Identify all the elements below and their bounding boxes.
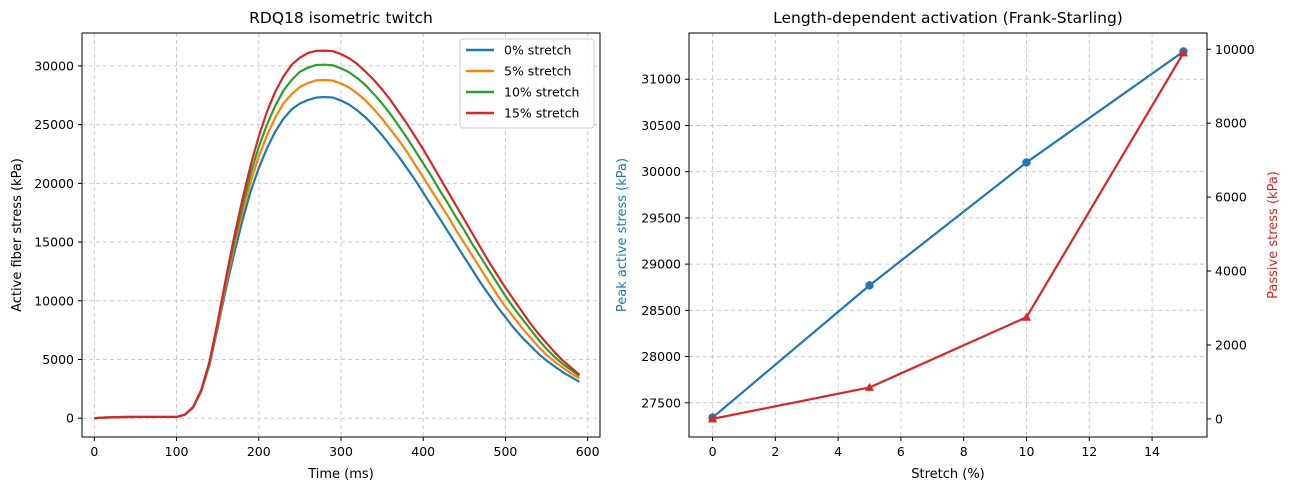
x-axis-label: Time (ms) [307, 467, 374, 482]
legend-label: 0% stretch [504, 43, 571, 58]
x-axis-label: Stretch (%) [911, 467, 985, 482]
x-tick-label: 12 [1081, 444, 1097, 459]
y-axis-label: Active fiber stress (kPa) [10, 158, 25, 312]
right-y-tick-label: 2000 [1215, 337, 1247, 352]
y-tick-label: 20000 [34, 176, 74, 191]
y-tick-label: 10000 [34, 293, 74, 308]
right-y-tick-label: 4000 [1215, 264, 1247, 279]
frank-starling-chart: Length-dependent activation (Frank-Starl… [615, 9, 1281, 482]
axis-ticks: 0 2 4 6 8 10 12 14 27500 28000 28500 29000 29500 3000… [641, 42, 1255, 459]
series-lines [707, 47, 1189, 423]
grid [82, 33, 600, 437]
left-y-tick-label: 28000 [641, 349, 681, 364]
y-tick-label: 15000 [34, 235, 74, 250]
x-tick-label: 10 [1019, 444, 1035, 459]
y-tick-label: 30000 [34, 58, 74, 73]
plot-frame [688, 32, 1208, 438]
series-line-3 [94, 49, 581, 420]
x-tick-label: 500 [494, 444, 518, 459]
right-y-tick-label: 0 [1215, 411, 1223, 426]
x-tick-label: 2 [771, 444, 779, 459]
y-tick-label: 5000 [42, 352, 74, 367]
series-line-0 [94, 95, 580, 420]
x-tick-label: 0 [90, 444, 98, 459]
x-tick-label: 200 [247, 444, 271, 459]
x-tick-label: 400 [411, 444, 435, 459]
twitch-chart: RDQ18 isometric twitch 0 100 200 300 400 500 6… [10, 9, 601, 482]
data-point-circle [865, 281, 874, 290]
y-tick-label: 0 [66, 411, 74, 426]
x-tick-label: 600 [576, 444, 600, 459]
x-tick-label: 8 [960, 444, 968, 459]
left-y-tick-label: 30000 [641, 164, 681, 179]
x-tick-label: 0 [709, 444, 717, 459]
right-y-tick-label: 6000 [1215, 190, 1247, 205]
x-tick-label: 6 [897, 444, 905, 459]
right-y-tick-label: 10000 [1215, 42, 1255, 57]
left-y-tick-label: 29500 [641, 210, 681, 225]
data-point-circle [1022, 158, 1031, 167]
series-line-0 [711, 50, 1185, 419]
x-tick-label: 300 [329, 444, 353, 459]
legend: 0% stretch 5% stretch 10% stretch 15% stret… [459, 38, 595, 129]
y-tick-label: 25000 [34, 117, 74, 132]
data-point-triangle [1178, 48, 1189, 57]
series-line-1 [94, 78, 580, 420]
left-y-tick-label: 31000 [641, 72, 681, 87]
data-point-triangle [1021, 312, 1032, 321]
left-y-tick-label: 30500 [641, 118, 681, 133]
legend-label: 5% stretch [504, 64, 571, 79]
right-y-tick-label: 8000 [1215, 116, 1247, 131]
chart-title: RDQ18 isometric twitch [249, 9, 433, 27]
axis-ticks: 0 100 200 300 400 500 600 0 5000 10000 15000 20000 2… [34, 58, 599, 459]
left-y-tick-label: 28500 [641, 303, 681, 318]
x-tick-label: 4 [834, 444, 842, 459]
series-line-1 [712, 52, 1185, 420]
series-lines [94, 49, 581, 420]
legend-label: 15% stretch [504, 106, 579, 121]
chart-title: Length-dependent activation (Frank-Starl… [773, 9, 1123, 27]
x-tick-label: 100 [165, 444, 189, 459]
legend-frame [459, 38, 595, 129]
left-y-tick-label: 29000 [641, 257, 681, 272]
left-y-axis-label: Peak active stress (kPa) [615, 158, 630, 312]
grid [689, 33, 1207, 437]
legend-label: 10% stretch [504, 85, 579, 100]
left-y-tick-label: 27500 [641, 395, 681, 410]
data-point-triangle [864, 382, 875, 391]
data-point-triangle [707, 414, 718, 423]
x-tick-label: 14 [1144, 444, 1160, 459]
right-y-axis-label: Passive stress (kPa) [1266, 171, 1281, 299]
